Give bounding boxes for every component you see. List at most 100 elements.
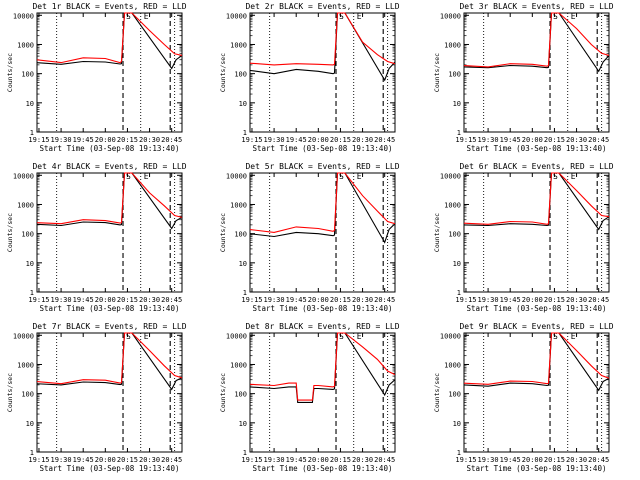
- x-tick-label: 20:15: [544, 456, 565, 464]
- y-tick-label: 100: [234, 71, 247, 79]
- start-marker: S: [339, 332, 344, 341]
- y-tick-label: 1000: [444, 201, 461, 209]
- end-marker: E: [144, 172, 149, 181]
- x-tick-label: 20:45: [588, 296, 609, 304]
- end-marker: E: [357, 172, 362, 181]
- x-tick-label: 20:15: [117, 456, 138, 464]
- x-tick-label: 19:45: [73, 136, 94, 144]
- x-tick-label: 19:15: [455, 296, 476, 304]
- x-tick-label: 19:15: [241, 296, 262, 304]
- x-axis-label: Start Time (03-Sep-08 19:13:40): [40, 464, 180, 473]
- x-tick-label: 20:45: [161, 296, 182, 304]
- x-tick-label: 20:00: [308, 296, 329, 304]
- y-tick-label: 1: [30, 129, 34, 137]
- x-tick-label: 19:30: [51, 296, 72, 304]
- panel-title: Det 7r BLACK = Events, RED = LLD: [32, 322, 186, 331]
- x-tick-label: 20:00: [522, 136, 543, 144]
- y-tick-label: 100: [21, 231, 34, 239]
- x-tick-label: 20:00: [308, 456, 329, 464]
- panel-title: Det 5r BLACK = Events, RED = LLD: [245, 162, 399, 171]
- panel-det-7: Det 7r BLACK = Events, RED = LLD 1 10 100 10…: [6, 322, 187, 473]
- y-tick-label: 1000: [17, 201, 34, 209]
- x-tick-label: 20:30: [566, 456, 587, 464]
- plot-frame: [463, 332, 610, 453]
- x-tick-label: 20:15: [544, 296, 565, 304]
- y-tick-label: 1: [243, 129, 247, 137]
- y-tick-label: 10: [453, 100, 461, 108]
- panel-det-8: Det 8r BLACK = Events, RED = LLD 1 10 100 10…: [219, 322, 400, 473]
- x-axis-label: Start Time (03-Sep-08 19:13:40): [467, 464, 607, 473]
- y-tick-label: 100: [21, 391, 34, 399]
- x-tick-label: 19:45: [500, 296, 521, 304]
- y-tick-label: 10: [26, 420, 34, 428]
- y-tick-label: 1: [30, 289, 34, 297]
- x-tick-label: 19:30: [264, 456, 285, 464]
- x-tick-label: 20:15: [117, 136, 138, 144]
- y-tick-label: 10000: [440, 12, 461, 20]
- x-tick-label: 20:30: [139, 456, 160, 464]
- x-tick-label: 20:15: [330, 456, 351, 464]
- plot-frame: [249, 172, 396, 293]
- start-marker: S: [553, 172, 558, 181]
- plot-frame: [249, 12, 396, 133]
- x-tick-label: 19:15: [455, 456, 476, 464]
- x-tick-label: 19:30: [51, 456, 72, 464]
- x-tick-label: 20:45: [588, 136, 609, 144]
- y-tick-label: 1: [457, 289, 461, 297]
- x-tick-label: 19:15: [28, 136, 49, 144]
- x-axis-label: Start Time (03-Sep-08 19:13:40): [40, 304, 180, 313]
- series-lld-line: [250, 12, 395, 66]
- series-lld-line: [464, 12, 609, 68]
- x-tick-label: 19:30: [264, 136, 285, 144]
- x-tick-label: 20:45: [374, 296, 395, 304]
- series-events-line: [37, 172, 182, 230]
- x-tick-label: 20:00: [95, 296, 116, 304]
- y-tick-label: 10000: [226, 332, 247, 340]
- x-tick-label: 20:15: [330, 296, 351, 304]
- series-lld-line: [464, 172, 609, 225]
- x-axis-label: Start Time (03-Sep-08 19:13:40): [253, 304, 393, 313]
- y-tick-label: 1: [30, 449, 34, 457]
- panel-title: Det 8r BLACK = Events, RED = LLD: [245, 322, 399, 331]
- series-lld-line: [37, 12, 182, 64]
- x-tick-label: 20:45: [374, 136, 395, 144]
- end-marker: E: [144, 12, 149, 21]
- y-tick-label: 10000: [440, 332, 461, 340]
- x-tick-label: 19:15: [455, 136, 476, 144]
- x-tick-label: 20:00: [522, 456, 543, 464]
- x-tick-label: 20:45: [161, 456, 182, 464]
- y-axis-label: Counts/sec: [6, 213, 14, 252]
- x-axis-label: Start Time (03-Sep-08 19:13:40): [467, 304, 607, 313]
- plot-frame: [463, 12, 610, 133]
- series-events-line: [250, 332, 395, 403]
- y-tick-label: 10000: [226, 12, 247, 20]
- y-tick-label: 10000: [13, 172, 34, 180]
- x-tick-label: 19:30: [478, 456, 499, 464]
- start-marker: S: [553, 12, 558, 21]
- panel-title: Det 1r BLACK = Events, RED = LLD: [32, 2, 186, 11]
- y-axis-label: Counts/sec: [219, 213, 227, 252]
- x-tick-label: 20:30: [352, 456, 373, 464]
- x-tick-label: 19:45: [286, 456, 307, 464]
- y-tick-label: 10000: [226, 172, 247, 180]
- end-marker: E: [357, 12, 362, 21]
- x-tick-label: 20:30: [352, 296, 373, 304]
- y-tick-label: 1000: [17, 41, 34, 49]
- x-tick-label: 19:45: [500, 136, 521, 144]
- start-marker: S: [553, 332, 558, 341]
- y-tick-label: 1000: [230, 201, 247, 209]
- x-tick-label: 19:15: [28, 456, 49, 464]
- x-tick-label: 19:45: [286, 296, 307, 304]
- panel-title: Det 2r BLACK = Events, RED = LLD: [245, 2, 399, 11]
- y-tick-label: 1000: [17, 361, 34, 369]
- panel-det-5: Det 5r BLACK = Events, RED = LLD 1 10 100 10…: [219, 162, 400, 313]
- panel-title: Det 3r BLACK = Events, RED = LLD: [459, 2, 613, 11]
- start-marker: S: [339, 172, 344, 181]
- end-marker: E: [571, 172, 576, 181]
- x-tick-label: 20:30: [352, 136, 373, 144]
- x-tick-label: 20:30: [139, 296, 160, 304]
- y-tick-label: 10000: [13, 332, 34, 340]
- x-tick-label: 20:30: [566, 136, 587, 144]
- series-lld-line: [37, 172, 182, 225]
